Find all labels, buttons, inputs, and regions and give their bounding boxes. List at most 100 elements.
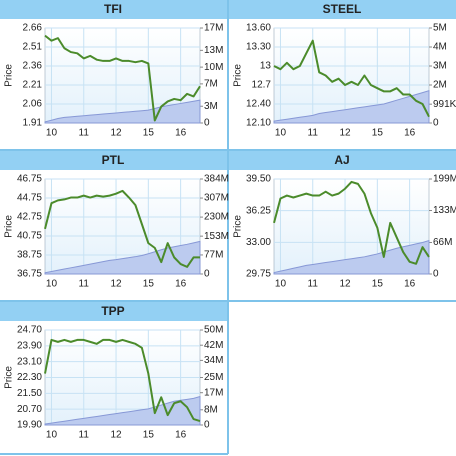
y2-tick-label: 199M xyxy=(433,174,456,185)
header xyxy=(0,302,227,321)
y-tick-label: 23.90 xyxy=(17,340,42,351)
x-tick-label: 16 xyxy=(175,128,187,139)
y-tick-label: 2.06 xyxy=(23,99,43,110)
x-tick-label: 12 xyxy=(339,128,351,139)
y-tick-label: 36.75 xyxy=(17,269,42,280)
y-tick-label: 19.90 xyxy=(17,420,42,431)
price-line xyxy=(273,39,430,118)
y2-tick-label: 17M xyxy=(204,387,223,398)
y-tick-label: 12.10 xyxy=(246,118,271,129)
y-tick-label: 33.00 xyxy=(246,237,271,248)
header xyxy=(229,151,456,170)
y-axis-label: Price xyxy=(4,64,15,87)
x-tick-label: 11 xyxy=(79,128,90,139)
y2-tick-label: 230M xyxy=(204,212,229,223)
y-tick-label: 46.75 xyxy=(17,174,42,185)
x-tick-label: 15 xyxy=(372,128,384,139)
y-tick-label: 1.91 xyxy=(23,118,43,129)
y2-tick-label: 10M xyxy=(204,62,223,73)
y-tick-label: 38.75 xyxy=(17,250,42,261)
y2-tick-label: 5M xyxy=(433,23,447,34)
y-tick-label: 39.50 xyxy=(246,174,271,185)
chart-title: STEEL xyxy=(323,2,362,16)
x-tick-label: 12 xyxy=(110,279,122,290)
y2-tick-label: 2M xyxy=(433,80,447,91)
x-tick-label: 16 xyxy=(404,128,416,139)
x-tick-label: 11 xyxy=(79,279,90,290)
y-axis-label: Price xyxy=(4,366,15,389)
price-line xyxy=(44,34,201,122)
y2-tick-label: 25M xyxy=(204,372,223,383)
y2-tick-label: 66M xyxy=(433,237,452,248)
x-tick-label: 10 xyxy=(46,279,58,290)
y-tick-label: 12.40 xyxy=(246,99,271,110)
y2-tick-label: 4M xyxy=(433,42,447,53)
y2-tick-label: 153M xyxy=(204,231,229,242)
x-tick-label: 10 xyxy=(275,279,287,290)
x-tick-label: 15 xyxy=(143,430,155,441)
y2-tick-label: 0 xyxy=(204,118,210,129)
y2-tick-label: 7M xyxy=(204,79,218,90)
header xyxy=(0,0,227,19)
y-tick-label: 23.10 xyxy=(17,356,42,367)
chart-title: TFI xyxy=(104,2,122,16)
y2-tick-label: 307M xyxy=(204,193,229,204)
y-tick-label: 36.25 xyxy=(246,205,271,216)
x-tick-label: 15 xyxy=(143,279,155,290)
y-axis-label: Price xyxy=(233,64,244,87)
volume-area xyxy=(44,240,201,275)
volume-area xyxy=(273,90,430,124)
x-tick-label: 11 xyxy=(308,128,319,139)
y-tick-label: 29.75 xyxy=(246,269,271,280)
y2-tick-label: 77M xyxy=(204,250,223,261)
y2-tick-label: 17M xyxy=(204,23,223,34)
y-tick-label: 12.7 xyxy=(252,80,272,91)
y2-tick-label: 50M xyxy=(204,325,223,336)
x-tick-label: 10 xyxy=(275,128,287,139)
y2-tick-label: 3M xyxy=(204,101,218,112)
y-tick-label: 42.75 xyxy=(17,212,42,223)
y2-tick-label: 42M xyxy=(204,340,223,351)
price-line xyxy=(273,180,430,265)
y2-tick-label: 0 xyxy=(204,269,210,280)
y-tick-label: 21.50 xyxy=(17,388,42,399)
x-tick-label: 12 xyxy=(110,430,122,441)
y2-tick-label: 133M xyxy=(433,205,456,216)
y2-tick-label: 991K xyxy=(433,99,456,110)
volume-area xyxy=(273,239,430,275)
x-tick-label: 16 xyxy=(175,279,187,290)
y2-tick-label: 0 xyxy=(433,118,439,129)
x-tick-label: 11 xyxy=(79,430,90,441)
y2-tick-label: 384M xyxy=(204,174,229,185)
chart-title: TPP xyxy=(101,304,124,318)
header xyxy=(229,0,456,19)
x-tick-label: 16 xyxy=(175,430,187,441)
y-axis-label: Price xyxy=(4,215,15,238)
y-tick-label: 13.60 xyxy=(246,23,271,34)
x-tick-label: 10 xyxy=(46,128,58,139)
y2-tick-label: 34M xyxy=(204,355,223,366)
y-tick-label: 2.51 xyxy=(23,42,43,53)
y2-tick-label: 3M xyxy=(433,61,447,72)
y-axis-label: Price xyxy=(233,215,244,238)
y-tick-label: 22.30 xyxy=(17,372,42,383)
y-tick-label: 20.70 xyxy=(17,404,42,415)
header xyxy=(0,151,227,170)
y2-tick-label: 13M xyxy=(204,45,223,56)
volume-area xyxy=(44,395,201,426)
y-tick-label: 40.75 xyxy=(17,231,42,242)
volume-area xyxy=(44,99,201,124)
chart-title: AJ xyxy=(334,153,349,167)
x-tick-label: 11 xyxy=(308,279,319,290)
y2-tick-label: 0 xyxy=(433,269,439,280)
y-tick-label: 44.75 xyxy=(17,193,42,204)
price-line xyxy=(44,338,201,422)
x-tick-label: 12 xyxy=(110,128,122,139)
x-tick-label: 10 xyxy=(46,430,58,441)
y-tick-label: 2.36 xyxy=(23,61,43,72)
y-tick-label: 2.66 xyxy=(23,23,43,34)
price-line xyxy=(44,189,200,268)
chart-title: PTL xyxy=(102,153,125,167)
x-tick-label: 12 xyxy=(339,279,351,290)
